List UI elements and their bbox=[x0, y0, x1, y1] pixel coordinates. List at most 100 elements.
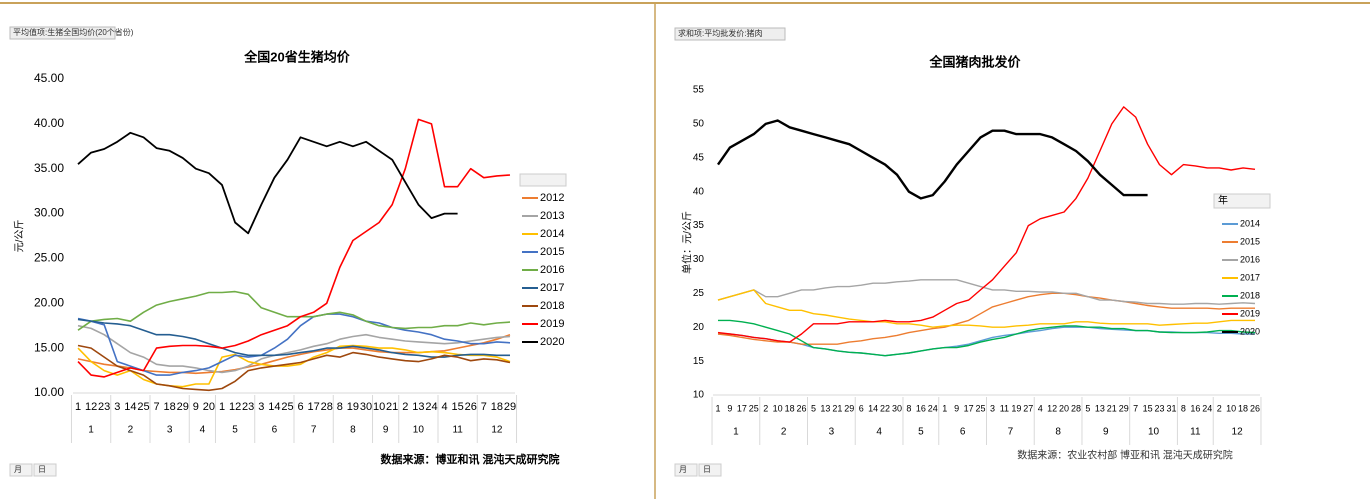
x-tick-label: 1 bbox=[75, 401, 81, 413]
month-label: 8 bbox=[350, 425, 356, 436]
x-tick-label: 20 bbox=[203, 401, 215, 413]
x-tick-label: 18 bbox=[785, 403, 795, 413]
y-tick-label: 15 bbox=[693, 356, 705, 367]
x-tick-label: 29 bbox=[844, 403, 854, 413]
y-tick-label: 40 bbox=[693, 186, 705, 197]
legend-label: 2012 bbox=[540, 192, 564, 204]
source-note: 数据来源：农业农村部 博亚和讯 混沌天成研究院 bbox=[1017, 449, 1233, 462]
filter-button bbox=[674, 27, 786, 41]
series-line bbox=[77, 313, 511, 376]
x-tick-label: 28 bbox=[1071, 403, 1081, 413]
x-tick-label: 14 bbox=[268, 401, 280, 413]
x-tick-label: 30 bbox=[360, 401, 372, 413]
x-tick-label: 7 bbox=[481, 401, 487, 413]
legend-label: 2015 bbox=[1240, 236, 1260, 246]
x-tick-label: 29 bbox=[1119, 403, 1129, 413]
x-tick-label: 9 bbox=[193, 401, 199, 413]
month-label: 9 bbox=[1103, 427, 1109, 438]
field-button-label: 月 bbox=[679, 465, 687, 474]
series-line bbox=[77, 131, 458, 235]
x-tick-label: 2 bbox=[1217, 403, 1222, 413]
x-tick-label: 3 bbox=[258, 401, 264, 413]
y-tick-label: 20.00 bbox=[34, 295, 64, 309]
month-label: 7 bbox=[1008, 427, 1014, 438]
series-line bbox=[77, 333, 511, 375]
x-tick-label: 21 bbox=[386, 401, 398, 413]
legend-label: 2017 bbox=[540, 282, 564, 294]
legend-title: 年 bbox=[1218, 194, 1228, 207]
source-note: 数据来源：博亚和讯 混沌天成研究院 bbox=[380, 452, 559, 466]
month-label: 5 bbox=[232, 425, 238, 436]
field-button-label: 月 bbox=[14, 465, 22, 474]
x-tick-label: 28 bbox=[321, 401, 333, 413]
month-label: 4 bbox=[200, 425, 206, 436]
legend-label: 2017 bbox=[1240, 272, 1260, 282]
x-tick-label: 6 bbox=[297, 401, 303, 413]
y-tick-label: 35.00 bbox=[34, 161, 64, 175]
legend-label: 2018 bbox=[1240, 290, 1260, 300]
legend-label: 2019 bbox=[1240, 308, 1260, 318]
month-label: 4 bbox=[876, 427, 882, 438]
y-tick-label: 30.00 bbox=[34, 206, 64, 220]
x-tick-label: 23 bbox=[98, 401, 110, 413]
x-tick-label: 10 bbox=[773, 403, 783, 413]
y-tick-label: 35 bbox=[693, 220, 705, 231]
series-line bbox=[77, 118, 511, 378]
x-tick-label: 17 bbox=[964, 403, 974, 413]
month-label: 8 bbox=[1055, 427, 1061, 438]
x-tick-label: 13 bbox=[412, 401, 424, 413]
field-button-label: 日 bbox=[38, 465, 46, 474]
x-tick-label: 3 bbox=[990, 403, 995, 413]
filter-button bbox=[9, 26, 116, 40]
x-tick-label: 18 bbox=[1238, 403, 1248, 413]
x-tick-label: 16 bbox=[1190, 403, 1200, 413]
x-tick-label: 26 bbox=[1250, 403, 1260, 413]
x-tick-label: 1 bbox=[715, 403, 720, 413]
x-tick-label: 22 bbox=[880, 403, 890, 413]
x-tick-label: 6 bbox=[859, 403, 864, 413]
x-tick-label: 12 bbox=[1047, 403, 1057, 413]
month-label: 3 bbox=[829, 427, 835, 438]
x-tick-label: 26 bbox=[465, 401, 477, 413]
legend-label: 2019 bbox=[540, 318, 564, 330]
y-tick-label: 45 bbox=[693, 152, 705, 163]
x-tick-label: 13 bbox=[1095, 403, 1105, 413]
month-label: 9 bbox=[383, 425, 389, 436]
x-tick-label: 8 bbox=[1181, 403, 1186, 413]
legend-label: 2016 bbox=[1240, 254, 1260, 264]
x-tick-label: 25 bbox=[976, 403, 986, 413]
y-tick-label: 10.00 bbox=[34, 385, 64, 399]
x-tick-label: 17 bbox=[308, 401, 320, 413]
x-tick-label: 2 bbox=[763, 403, 768, 413]
x-tick-label: 9 bbox=[954, 403, 959, 413]
y-tick-label: 25 bbox=[693, 288, 705, 299]
chart-title: 全国猪肉批发价 bbox=[928, 54, 1021, 69]
series-line bbox=[77, 344, 511, 388]
month-label: 7 bbox=[311, 425, 317, 436]
x-tick-label: 7 bbox=[1133, 403, 1138, 413]
x-tick-label: 2 bbox=[402, 401, 408, 413]
y-tick-label: 15.00 bbox=[34, 340, 64, 354]
series-line bbox=[717, 289, 1255, 328]
x-tick-label: 9 bbox=[727, 403, 732, 413]
x-tick-label: 27 bbox=[1023, 403, 1033, 413]
x-tick-label: 12 bbox=[229, 401, 241, 413]
month-label: 3 bbox=[167, 425, 173, 436]
x-tick-label: 25 bbox=[137, 401, 149, 413]
x-tick-label: 10 bbox=[1226, 403, 1236, 413]
x-tick-label: 18 bbox=[164, 401, 176, 413]
x-tick-label: 14 bbox=[124, 401, 136, 413]
x-tick-label: 26 bbox=[797, 403, 807, 413]
legend-label: 2020 bbox=[540, 336, 564, 348]
legend-label: 2014 bbox=[1240, 218, 1260, 228]
month-label: 6 bbox=[272, 425, 278, 436]
x-tick-label: 24 bbox=[425, 401, 437, 413]
y-tick-label: 30 bbox=[693, 254, 705, 265]
x-tick-label: 25 bbox=[281, 401, 293, 413]
x-tick-label: 15 bbox=[452, 401, 464, 413]
legend-label: 2018 bbox=[540, 300, 564, 312]
y-axis-label: 单位：元/公斤 bbox=[681, 211, 694, 274]
x-tick-label: 15 bbox=[1143, 403, 1153, 413]
x-tick-label: 5 bbox=[811, 403, 816, 413]
field-button bbox=[674, 463, 698, 477]
